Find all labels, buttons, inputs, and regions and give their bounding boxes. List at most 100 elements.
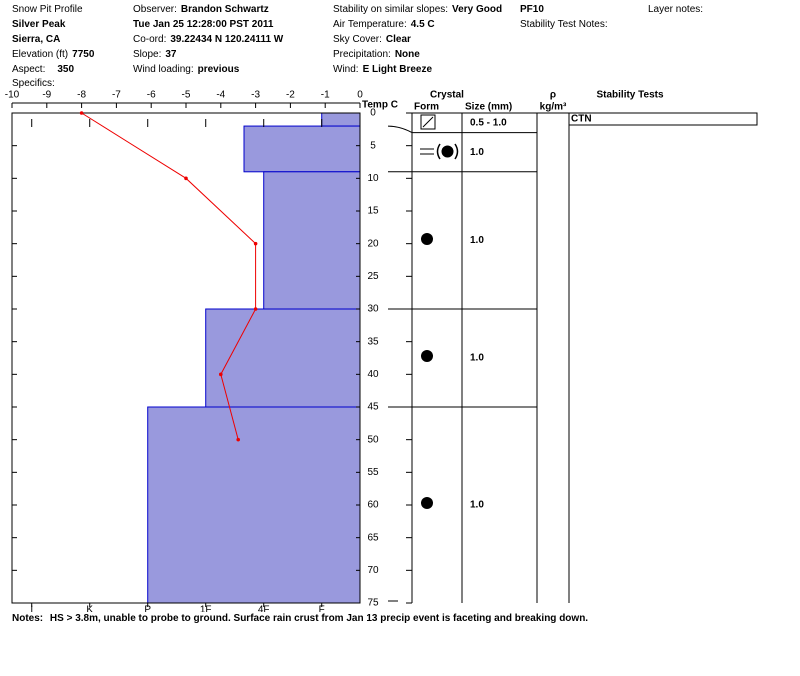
- crystal-size: 1.0: [470, 500, 484, 511]
- temp-tick-label: -3: [251, 90, 260, 101]
- slope: Slope: 37: [133, 49, 176, 61]
- title: Snow Pit Profile: [12, 4, 83, 15]
- sky: Sky Cover: Clear: [333, 34, 411, 46]
- crystal-forms: [420, 114, 459, 509]
- temp-tick-label: -10: [5, 90, 20, 101]
- notes: Notes: HS > 3.8m, unable to probe to gro…: [12, 613, 588, 625]
- form-symbol: [420, 114, 436, 130]
- temp-axis-label: Temp C: [362, 100, 398, 111]
- form-symbol: [421, 350, 433, 362]
- crystal-size: 1.0: [470, 235, 484, 246]
- value: 4.5 C: [410, 19, 435, 30]
- precip: Precipitation: None: [333, 49, 420, 61]
- value: None: [394, 49, 420, 60]
- label: Wind:: [333, 64, 359, 75]
- depth-tick-label: 60: [367, 500, 379, 511]
- label: Elevation (ft): [12, 49, 69, 60]
- depth-tick-label: 70: [367, 565, 379, 576]
- temp-tick-label: -1: [321, 90, 330, 101]
- wind: Wind: E Light Breeze: [333, 64, 432, 76]
- observer: Observer: Brandon Schwartz: [133, 4, 269, 16]
- plot-border: [11, 112, 361, 604]
- hardness-tick-label: F: [319, 605, 325, 612]
- value: E Light Breeze: [362, 64, 433, 75]
- crystal-size: 0.5 - 1.0: [470, 117, 507, 128]
- stability-notes: Stability Test Notes:: [520, 19, 608, 30]
- hardness-tick-label: 4F: [258, 605, 270, 612]
- form-symbol: [436, 143, 459, 160]
- crystal-title: Crystal: [430, 90, 464, 101]
- label: Notes:: [12, 613, 44, 624]
- form-symbol: [421, 497, 433, 509]
- layer-notes: Layer notes:: [648, 4, 704, 15]
- stability-row: [568, 112, 758, 126]
- hardness-tick-label: 1F: [200, 605, 212, 612]
- value: Very Good: [452, 4, 503, 15]
- temperature-point: [253, 241, 258, 246]
- depth-tick-label: 30: [367, 304, 379, 315]
- coord: Co-ord: 39.22434 N 120.24111 W: [133, 34, 283, 46]
- temp-tick-label: 0: [357, 90, 363, 101]
- label: Stability on similar slopes:: [333, 4, 449, 15]
- depth-tick-label: 25: [367, 271, 379, 282]
- temp-tick-label: -8: [77, 90, 86, 101]
- value: previous: [197, 64, 240, 75]
- depth-tick-label: 10: [367, 173, 379, 184]
- value: 39.22434 N 120.24111 W: [170, 34, 284, 45]
- depth-tick-label: 0: [370, 108, 376, 119]
- stability: Stability on similar slopes: Very Good: [333, 4, 502, 16]
- hardness-tick-label: K: [86, 605, 93, 612]
- value: 7750: [72, 49, 95, 60]
- specifics: Specifics:: [12, 78, 55, 89]
- hardness-bar: [243, 125, 361, 173]
- depth-tick-label: 75: [367, 598, 379, 609]
- temp-tick-label: -6: [147, 90, 156, 101]
- temperature-point: [236, 437, 240, 442]
- depth-tick-label: 65: [367, 532, 379, 543]
- value: 350: [57, 64, 75, 75]
- elevation: Elevation (ft) 7750: [12, 49, 94, 61]
- depth-tick-label: 5: [370, 140, 376, 151]
- hardness-tick-label: P: [144, 605, 151, 612]
- value: 37: [165, 49, 177, 60]
- temp-tick-label: -4: [216, 90, 225, 101]
- text: HS > 3.8m, unable to probe to ground. Su…: [49, 613, 589, 624]
- hardness-bar: [205, 308, 361, 408]
- stability-header: Stability Tests: [596, 90, 663, 101]
- label: Wind loading:: [133, 64, 194, 75]
- label: Aspect:: [12, 64, 46, 75]
- hardness-bar: [263, 171, 361, 310]
- temperature-point: [79, 111, 84, 115]
- region: Sierra, CA: [12, 34, 61, 45]
- stability-test: CTN: [571, 114, 592, 125]
- depth-tick-label: 35: [367, 336, 379, 347]
- temp-tick-label: -9: [42, 90, 51, 101]
- depth-tick-label: 20: [367, 238, 379, 249]
- depth-tick-label: 50: [367, 434, 379, 445]
- temperature-point: [184, 176, 188, 181]
- temp-tick-label: -5: [182, 90, 191, 101]
- layer-boundary: [387, 125, 537, 134]
- temp-tick-label: -2: [286, 90, 295, 101]
- crystal-size: 1.0: [470, 353, 484, 364]
- form-header: Form: [414, 102, 439, 113]
- aspect: Aspect: 350: [12, 64, 74, 76]
- crystal-size: 1.0: [470, 147, 484, 158]
- temp-tick-label: -7: [112, 90, 121, 101]
- air-temp: Air Temperature: 4.5 C: [333, 19, 435, 31]
- depth-tick-label: 45: [367, 402, 379, 413]
- label: Precipitation:: [333, 49, 391, 60]
- date: Tue Jan 25 12:28:00 PST 2011: [133, 19, 274, 30]
- form-symbol: [441, 145, 454, 158]
- size-header: Size (mm): [465, 102, 512, 113]
- value: Clear: [385, 34, 411, 45]
- temperature-line: [81, 112, 257, 440]
- temperature-point: [253, 307, 258, 311]
- form-symbol: [421, 233, 433, 245]
- label: Slope:: [133, 49, 162, 60]
- pit-id: PF10: [520, 4, 544, 15]
- form-symbol: [422, 116, 434, 128]
- hardness-bar: [147, 406, 361, 604]
